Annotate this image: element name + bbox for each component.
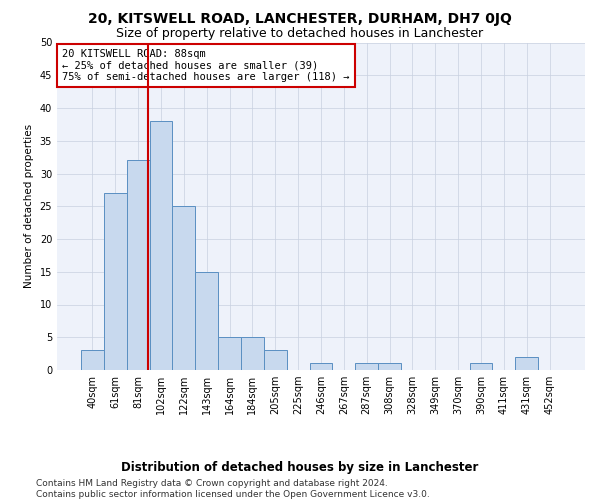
Y-axis label: Number of detached properties: Number of detached properties: [24, 124, 34, 288]
Bar: [104, 193, 127, 370]
Bar: [470, 364, 493, 370]
Bar: [127, 160, 149, 370]
Bar: [355, 364, 378, 370]
Bar: [195, 272, 218, 370]
Text: 20 KITSWELL ROAD: 88sqm
← 25% of detached houses are smaller (39)
75% of semi-de: 20 KITSWELL ROAD: 88sqm ← 25% of detache…: [62, 49, 350, 82]
Bar: [81, 350, 104, 370]
Text: Distribution of detached houses by size in Lanchester: Distribution of detached houses by size …: [121, 461, 479, 474]
Text: Contains public sector information licensed under the Open Government Licence v3: Contains public sector information licen…: [36, 490, 430, 499]
Text: 20, KITSWELL ROAD, LANCHESTER, DURHAM, DH7 0JQ: 20, KITSWELL ROAD, LANCHESTER, DURHAM, D…: [88, 12, 512, 26]
Bar: [149, 121, 172, 370]
Bar: [218, 337, 241, 370]
Bar: [378, 364, 401, 370]
Bar: [310, 364, 332, 370]
Bar: [172, 206, 195, 370]
Bar: [264, 350, 287, 370]
Text: Size of property relative to detached houses in Lanchester: Size of property relative to detached ho…: [116, 28, 484, 40]
Bar: [241, 337, 264, 370]
Bar: [515, 357, 538, 370]
Text: Contains HM Land Registry data © Crown copyright and database right 2024.: Contains HM Land Registry data © Crown c…: [36, 479, 388, 488]
